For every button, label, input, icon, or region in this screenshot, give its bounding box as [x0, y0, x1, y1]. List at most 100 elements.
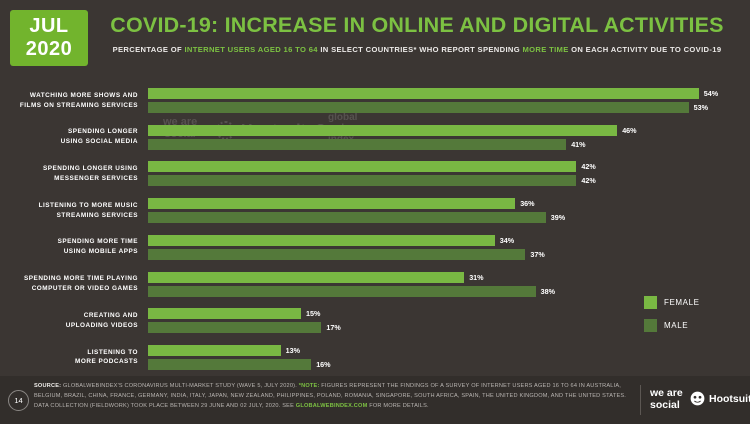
female-bar — [148, 344, 281, 356]
male-bar-row: 16% — [148, 358, 742, 370]
source-segment: GLOBALWEBINDEX'S CORONAVIRUS MULTI-MARKE… — [61, 383, 299, 389]
male-bar — [148, 322, 322, 334]
category-label: SPENDING LONGER USING MESSENGER SERVICES — [42, 164, 138, 182]
female-bar — [148, 161, 577, 173]
bar-pair: 15% 17% — [148, 308, 742, 334]
date-badge: JUL 2020 — [10, 10, 88, 66]
bar-pair: 36% 39% — [148, 198, 742, 224]
value-label: 37% — [530, 249, 545, 259]
value-label: 36% — [520, 199, 535, 209]
legend-label: MALE — [664, 321, 689, 330]
bar-pair: 46% 41% — [148, 124, 742, 150]
category-label: CREATING AND UPLOADING VIDEOS — [65, 311, 138, 329]
value-label: 41% — [571, 139, 586, 149]
chart-row: WATCHING MORE SHOWS AND FILMS ON STREAMI… — [8, 88, 742, 113]
male-bar — [148, 175, 577, 187]
subtitle-segment: PERCENTAGE OF — [112, 45, 185, 54]
female-bar-row: 42% — [148, 161, 742, 173]
value-label: 38% — [540, 286, 555, 296]
source-segment: FOR MORE DETAILS. — [367, 402, 429, 409]
value-label: 39% — [550, 213, 566, 223]
female-bar-row: 46% — [148, 124, 742, 136]
legend: FEMALE MALE — [644, 296, 700, 332]
legend-item: FEMALE — [644, 296, 700, 309]
category-label: SPENDING MORE TIME USING MOBILE APPS — [57, 238, 138, 256]
source-segment: FIGURES REPRESENT THE FINDINGS OF A SURV… — [34, 383, 627, 409]
subtitle-segment: MORE TIME — [522, 45, 569, 54]
male-bar-row: 41% — [148, 138, 742, 150]
female-bar-row: 13% — [148, 344, 742, 356]
chart-row: SPENDING MORE TIME PLAYING COMPUTER OR V… — [8, 271, 742, 297]
legend-swatch — [644, 296, 657, 309]
male-bar-row: 17% — [148, 322, 742, 334]
subtitle-segment: ON EACH ACTIVITY DUE TO COVID-19 — [568, 45, 722, 54]
bar-pair: 31% 38% — [148, 271, 742, 297]
female-bar-row: 34% — [148, 234, 742, 246]
chart-row: SPENDING LONGER USING SOCIAL MEDIA 46% 41% — [8, 124, 742, 150]
category-label: SPENDING MORE TIME PLAYING COMPUTER OR V… — [24, 275, 138, 293]
chart-row: LISTENING TO MORE MUSIC STREAMING SERVIC… — [8, 198, 742, 224]
chart-row: LISTENING TO MORE PODCASTS 13% 16% — [8, 344, 742, 370]
footer: 14 SOURCE: GLOBALWEBINDEX'S CORONAVIRUS … — [0, 376, 750, 424]
value-label: 54% — [703, 89, 719, 98]
male-bar — [148, 102, 689, 113]
male-bar — [148, 138, 567, 150]
value-label: 42% — [581, 162, 596, 172]
subtitle: PERCENTAGE OF INTERNET USERS AGED 16 TO … — [96, 45, 738, 54]
value-label: 31% — [469, 272, 484, 282]
source-segment: SOURCE: — [34, 383, 62, 389]
source-segment: *NOTE: — [298, 383, 320, 389]
subtitle-segment: IN SELECT COUNTRIES* WHO REPORT SPENDING — [317, 45, 523, 54]
page-number: 14 — [8, 390, 29, 411]
legend-label: FEMALE — [664, 298, 700, 307]
value-label: 17% — [326, 323, 341, 333]
footer-divider — [640, 385, 641, 415]
female-bar — [148, 308, 301, 320]
hootsuite-logo: Hootsuite — [690, 391, 750, 406]
source-segment: GLOBALWEBINDEX.COM — [295, 402, 368, 409]
male-bar-row: 37% — [148, 248, 742, 260]
value-label: 16% — [316, 359, 331, 369]
male-bar-row: 39% — [148, 212, 742, 224]
legend-swatch — [644, 319, 657, 332]
male-bar-row: 42% — [148, 175, 742, 187]
female-bar — [148, 124, 618, 136]
value-label: 15% — [306, 309, 321, 319]
female-bar-row: 31% — [148, 271, 742, 283]
male-bar-row: 53% — [148, 102, 742, 113]
value-label: 53% — [693, 103, 708, 112]
subtitle-segment: INTERNET USERS AGED 16 TO 64 — [184, 45, 318, 54]
category-label: LISTENING TO MORE MUSIC STREAMING SERVIC… — [38, 201, 138, 219]
value-label: 42% — [581, 176, 596, 186]
value-label: 34% — [499, 235, 515, 245]
female-bar — [148, 271, 465, 283]
bar-pair: 54% 53% — [148, 88, 742, 113]
bar-pair: 13% 16% — [148, 344, 742, 370]
male-bar — [148, 248, 526, 260]
date-badge-month: JUL — [29, 15, 69, 37]
female-bar — [148, 234, 495, 246]
female-bar — [148, 198, 516, 210]
female-bar-row: 36% — [148, 198, 742, 210]
category-label: LISTENING TO MORE PODCASTS — [75, 348, 138, 366]
chart-row: CREATING AND UPLOADING VIDEOS 15% 17% — [8, 308, 742, 334]
female-bar-row: 54% — [148, 88, 742, 99]
category-label: SPENDING LONGER USING SOCIAL MEDIA — [60, 128, 138, 146]
chart: WATCHING MORE SHOWS AND FILMS ON STREAMI… — [8, 88, 742, 370]
value-label: 46% — [622, 125, 637, 135]
male-bar — [148, 358, 312, 370]
hootsuite-logo-text: Hootsuite — [709, 392, 750, 405]
male-bar — [148, 212, 546, 224]
date-badge-year: 2020 — [25, 38, 73, 60]
hootsuite-owl-logo-icon — [690, 391, 705, 406]
male-bar-row: 38% — [148, 285, 742, 297]
chart-row: SPENDING LONGER USING MESSENGER SERVICES… — [8, 161, 742, 187]
bar-pair: 42% 42% — [148, 161, 742, 187]
category-label: WATCHING MORE SHOWS AND FILMS ON STREAMI… — [19, 91, 138, 109]
male-bar — [148, 285, 536, 297]
value-label: 13% — [285, 345, 300, 355]
page-title: COVID-19: INCREASE IN ONLINE AND DIGITAL… — [110, 13, 724, 37]
legend-item: MALE — [644, 319, 700, 332]
we-are-social-logo: we are social — [650, 387, 683, 411]
